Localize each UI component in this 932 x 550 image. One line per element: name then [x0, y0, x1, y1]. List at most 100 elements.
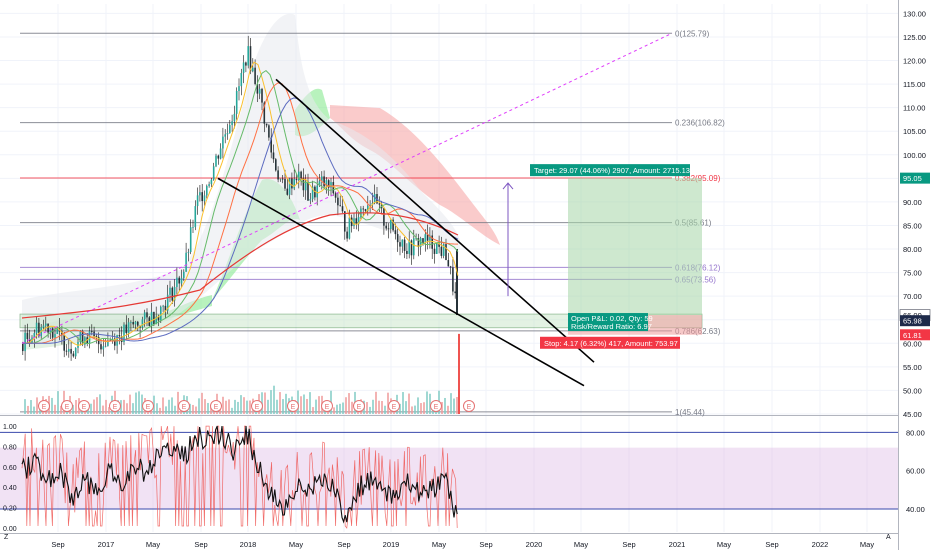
- trend-drawings[interactable]: [21, 32, 673, 387]
- earnings-marker[interactable]: E: [78, 400, 90, 412]
- candle[interactable]: [217, 154, 220, 165]
- candle[interactable]: [79, 330, 82, 346]
- candle[interactable]: [141, 316, 144, 330]
- earnings-marker[interactable]: E: [178, 400, 190, 412]
- candle[interactable]: [104, 338, 107, 348]
- earnings-marker[interactable]: E: [321, 400, 333, 412]
- candle[interactable]: [194, 200, 197, 231]
- price-badge[interactable]: [900, 329, 930, 341]
- candle[interactable]: [288, 177, 291, 200]
- candle[interactable]: [265, 123, 268, 128]
- dashed-trend-line[interactable]: [21, 32, 673, 344]
- candle[interactable]: [447, 252, 450, 267]
- candle[interactable]: [229, 120, 231, 134]
- candle[interactable]: [137, 320, 139, 332]
- candle[interactable]: [383, 207, 385, 235]
- candle[interactable]: [206, 184, 208, 200]
- earnings-marker[interactable]: E: [61, 400, 73, 412]
- candle[interactable]: [339, 195, 341, 207]
- candle[interactable]: [245, 61, 247, 73]
- candle[interactable]: [373, 184, 376, 205]
- candle[interactable]: [270, 128, 272, 159]
- candle[interactable]: [226, 123, 229, 140]
- candle[interactable]: [150, 302, 153, 333]
- candle[interactable]: [130, 320, 132, 331]
- candle[interactable]: [307, 173, 309, 201]
- candle[interactable]: [426, 224, 429, 250]
- candle[interactable]: [362, 205, 364, 216]
- candle[interactable]: [74, 347, 77, 359]
- candle[interactable]: [424, 229, 427, 252]
- candle[interactable]: [238, 78, 240, 101]
- candle[interactable]: [42, 319, 45, 330]
- candle[interactable]: [65, 344, 68, 356]
- candle[interactable]: [189, 219, 192, 255]
- candle[interactable]: [35, 316, 38, 339]
- candle[interactable]: [95, 333, 98, 344]
- candle[interactable]: [240, 68, 243, 96]
- candle[interactable]: [123, 322, 125, 346]
- candle[interactable]: [54, 327, 56, 348]
- candle[interactable]: [295, 173, 298, 185]
- candle[interactable]: [348, 209, 351, 240]
- candle[interactable]: [334, 191, 337, 203]
- candle[interactable]: [176, 267, 178, 297]
- candle[interactable]: [162, 304, 164, 312]
- candle[interactable]: [390, 219, 392, 234]
- candle[interactable]: [449, 265, 452, 275]
- long-position-tool[interactable]: Target: 29.07 (44.06%) 2907, Amount: 271…: [530, 164, 702, 349]
- earnings-marker[interactable]: E: [353, 400, 365, 412]
- candle[interactable]: [396, 227, 399, 252]
- candle[interactable]: [169, 280, 171, 303]
- earnings-marker[interactable]: E: [388, 400, 400, 412]
- earnings-marker[interactable]: E: [38, 400, 50, 412]
- candle[interactable]: [385, 222, 387, 231]
- candle[interactable]: [231, 114, 233, 132]
- candle[interactable]: [215, 153, 217, 168]
- candle[interactable]: [180, 269, 183, 288]
- candle[interactable]: [417, 233, 420, 257]
- candle[interactable]: [272, 144, 275, 163]
- falling-wedge-lower-line[interactable]: [217, 177, 585, 387]
- candle[interactable]: [118, 327, 121, 345]
- candle[interactable]: [212, 162, 215, 181]
- earnings-marker[interactable]: E: [463, 400, 475, 412]
- candle[interactable]: [187, 248, 190, 262]
- candle[interactable]: [433, 244, 436, 264]
- candle[interactable]: [454, 282, 456, 299]
- falling-wedge-upper-line[interactable]: [275, 78, 595, 363]
- candle[interactable]: [350, 214, 353, 233]
- candle[interactable]: [208, 181, 210, 188]
- candle[interactable]: [323, 170, 325, 189]
- candle[interactable]: [235, 87, 238, 121]
- candle[interactable]: [256, 75, 259, 102]
- candle[interactable]: [440, 236, 443, 259]
- candle[interactable]: [107, 332, 109, 347]
- candle[interactable]: [210, 177, 213, 187]
- candle[interactable]: [367, 195, 369, 216]
- candle[interactable]: [401, 239, 404, 253]
- candle[interactable]: [70, 341, 72, 361]
- candle[interactable]: [279, 178, 282, 182]
- candle[interactable]: [100, 339, 102, 354]
- candle[interactable]: [452, 257, 454, 296]
- candle[interactable]: [403, 236, 406, 259]
- earnings-marker[interactable]: E: [251, 400, 263, 412]
- candle[interactable]: [249, 37, 252, 75]
- earnings-marker[interactable]: E: [430, 400, 442, 412]
- candle[interactable]: [247, 35, 249, 69]
- candle[interactable]: [178, 275, 180, 291]
- candle[interactable]: [192, 219, 194, 234]
- candle[interactable]: [327, 179, 330, 196]
- candle[interactable]: [392, 217, 394, 232]
- time-axis-corner-right[interactable]: A: [886, 534, 891, 541]
- candle[interactable]: [330, 177, 332, 197]
- candle[interactable]: [173, 279, 176, 307]
- candle[interactable]: [309, 193, 312, 205]
- candle[interactable]: [68, 339, 70, 358]
- candle[interactable]: [171, 286, 174, 304]
- candle[interactable]: [254, 59, 256, 86]
- candle[interactable]: [63, 331, 65, 358]
- candle[interactable]: [185, 242, 187, 272]
- candle[interactable]: [357, 211, 360, 232]
